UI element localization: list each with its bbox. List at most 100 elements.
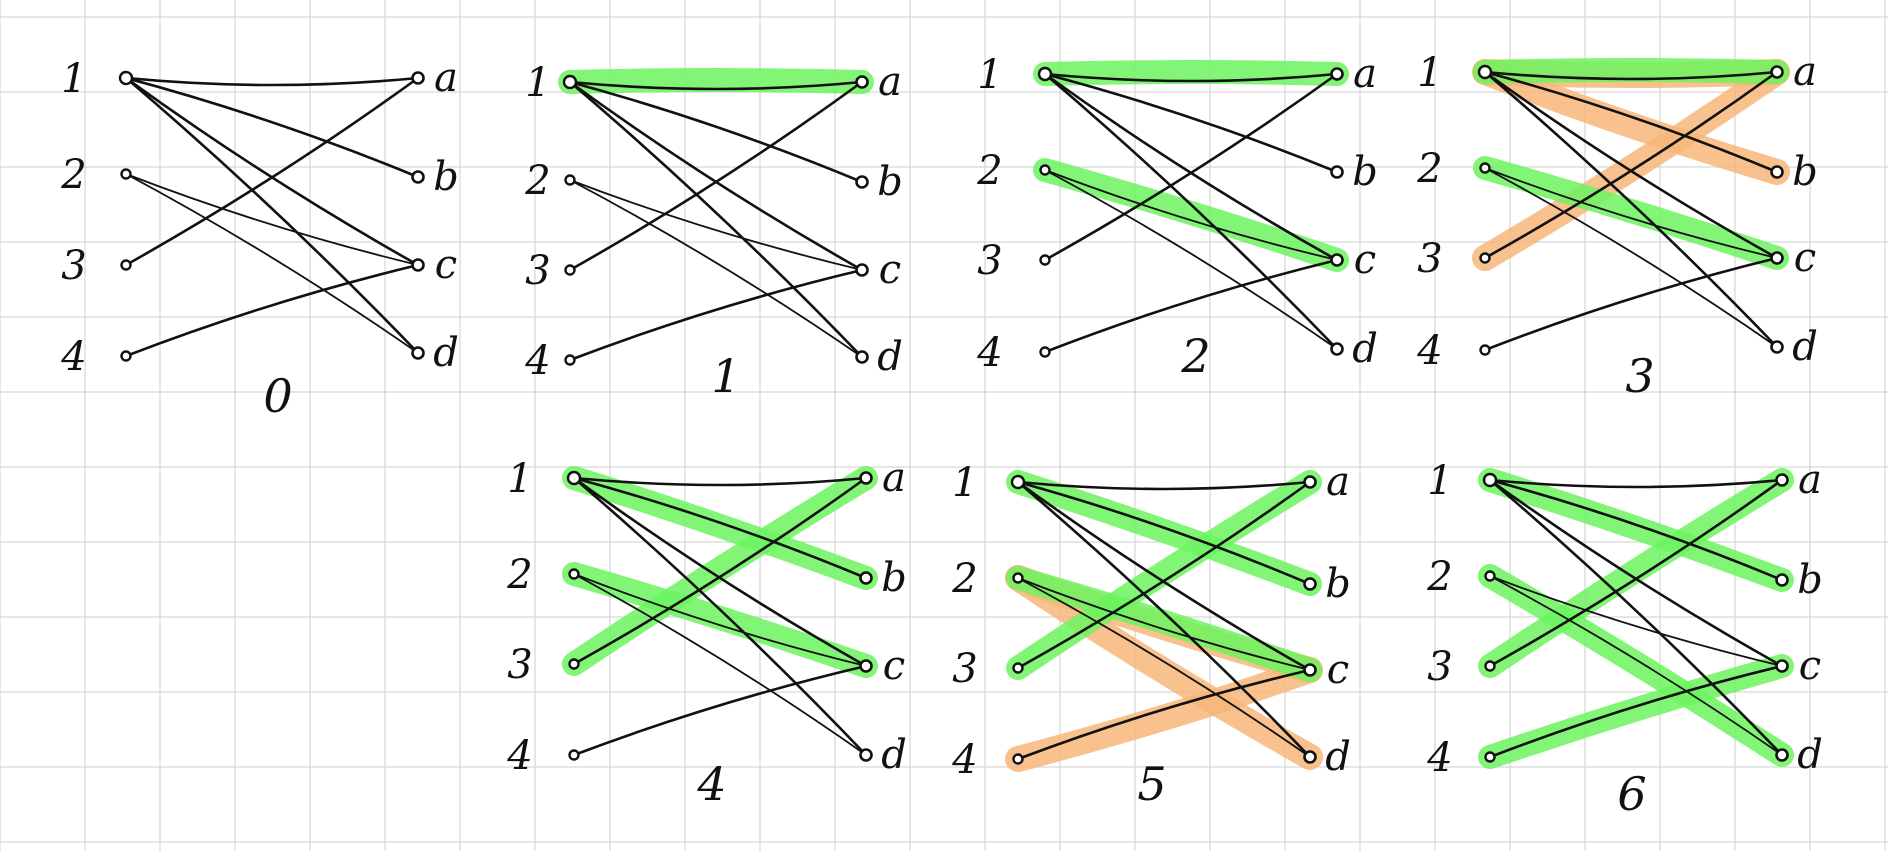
- edge-4-c: [124, 263, 420, 358]
- left-vertex-label: 1: [952, 460, 977, 506]
- right-vertex: [1775, 659, 1789, 673]
- edge-1-c: [572, 476, 868, 668]
- vertices: [1482, 472, 1789, 763]
- edge-2-d: [569, 179, 863, 358]
- vertices: [566, 470, 873, 762]
- left-vertex-label: 2: [60, 152, 86, 198]
- left-vertex: [1037, 66, 1053, 82]
- matched-edge-highlight: [1478, 564, 1794, 767]
- right-vertex-label: b: [877, 159, 903, 205]
- left-vertex-label: 4: [1426, 735, 1452, 781]
- left-vertex-label: 2: [951, 556, 977, 602]
- matched-edge-highlight: [1473, 156, 1789, 270]
- edge-1-c: [1488, 478, 1784, 668]
- edge-1-c: [124, 76, 420, 267]
- highlights: [562, 466, 878, 678]
- left-vertex: [564, 354, 576, 366]
- right-vertex-label: d: [1352, 326, 1378, 372]
- edge-1-d: [1016, 480, 1312, 759]
- edge-2-c: [125, 173, 419, 266]
- edge-2-d: [1484, 167, 1778, 348]
- edge-1-b: [568, 80, 864, 184]
- left-vertex: [1479, 344, 1491, 356]
- edge-3-a: [1016, 480, 1312, 670]
- right-vertex: [1770, 251, 1784, 265]
- left-vertex: [1479, 252, 1491, 264]
- left-vertex-label: 1: [1417, 50, 1442, 96]
- right-vertex: [1775, 748, 1789, 762]
- right-vertex: [411, 170, 425, 184]
- matching-steps: 1234abcd01234abcd11234abcd21234abcd31234…: [60, 49, 1823, 821]
- right-vertex: [1770, 340, 1784, 354]
- edges: [572, 476, 868, 757]
- left-vertex: [562, 74, 578, 90]
- right-vertex: [1330, 67, 1344, 81]
- left-vertex-label: 3: [952, 646, 977, 692]
- right-vertex-label: c: [883, 643, 905, 689]
- edge-3-a: [1488, 478, 1784, 668]
- matched-edge-highlight: [1473, 58, 1789, 84]
- edge-2-c: [573, 573, 867, 667]
- step-panel-0: 1 2 3 4 a bcd 0: [60, 55, 459, 423]
- right-vertex-label: b: [433, 154, 459, 200]
- step-panel-1: 1 2 3 4 a bcd 1: [524, 59, 903, 403]
- right-vertex-label: d: [1797, 732, 1823, 778]
- left-vertex: [1012, 572, 1024, 584]
- matched-edge-highlight: [1033, 158, 1349, 272]
- right-vertex: [1303, 663, 1317, 677]
- matched-edge-highlight: [558, 68, 874, 94]
- left-vertex-label: 2: [1416, 146, 1442, 192]
- edge-2-c: [1489, 575, 1783, 667]
- left-vertex: [1477, 64, 1493, 80]
- left-vertex: [120, 259, 132, 271]
- left-vertex-label: 2: [506, 552, 532, 598]
- right-vertex: [859, 659, 873, 673]
- left-vertex-label: 3: [525, 248, 550, 294]
- right-vertex-label: a: [1353, 51, 1377, 97]
- right-vertex: [1775, 573, 1789, 587]
- left-vertex-label: 1: [61, 56, 86, 102]
- matched-edge-highlight: [1006, 470, 1322, 680]
- right-vertex-label: d: [1325, 734, 1351, 780]
- left-vertex: [1479, 162, 1491, 174]
- right-vertex-label: a: [882, 455, 906, 501]
- left-vertex: [568, 749, 580, 761]
- augmenting-path-highlight: [1472, 59, 1790, 185]
- edge-4-c: [1483, 256, 1779, 352]
- left-vertex: [566, 470, 582, 486]
- left-vertex-label: 4: [976, 330, 1002, 376]
- right-vertex-label: c: [1327, 647, 1349, 693]
- edge-2-c: [1044, 169, 1338, 261]
- matched-edge-highlight: [562, 562, 878, 678]
- edge-1-b: [1483, 70, 1779, 174]
- left-vertex: [118, 70, 134, 86]
- step-panel-4: 1 2 3 4 a bcd 4: [506, 455, 907, 811]
- left-vertex: [1010, 474, 1026, 490]
- right-vertex-label: d: [877, 334, 903, 380]
- step-label: 5: [1137, 757, 1166, 811]
- left-vertex: [1484, 570, 1496, 582]
- edges: [568, 80, 864, 362]
- augmenting-path-highlight: [1005, 565, 1323, 770]
- left-vertex: [1012, 753, 1024, 765]
- matched-edge-highlight: [1478, 654, 1794, 769]
- edge-3-a: [1483, 70, 1779, 260]
- edge-1-a: [568, 80, 864, 91]
- left-vertex-label: 4: [60, 334, 86, 380]
- edge-1-b: [1043, 72, 1339, 174]
- left-vertex: [564, 264, 576, 276]
- right-vertex-label: b: [1325, 561, 1351, 607]
- left-vertex-label: 4: [524, 338, 550, 384]
- edge-1-c: [1483, 70, 1779, 260]
- edge-1-c: [1043, 72, 1339, 262]
- vertices: [118, 70, 425, 362]
- edge-2-d: [1044, 169, 1338, 350]
- left-vertex: [1012, 662, 1024, 674]
- step-label: 0: [263, 369, 292, 423]
- right-vertex-label: a: [1798, 457, 1822, 503]
- right-vertex-label: d: [433, 330, 459, 376]
- right-vertex-label: c: [1799, 643, 1821, 689]
- edge-1-d: [1488, 478, 1784, 757]
- edge-1-a: [1043, 72, 1339, 83]
- right-vertex-label: c: [1794, 235, 1816, 281]
